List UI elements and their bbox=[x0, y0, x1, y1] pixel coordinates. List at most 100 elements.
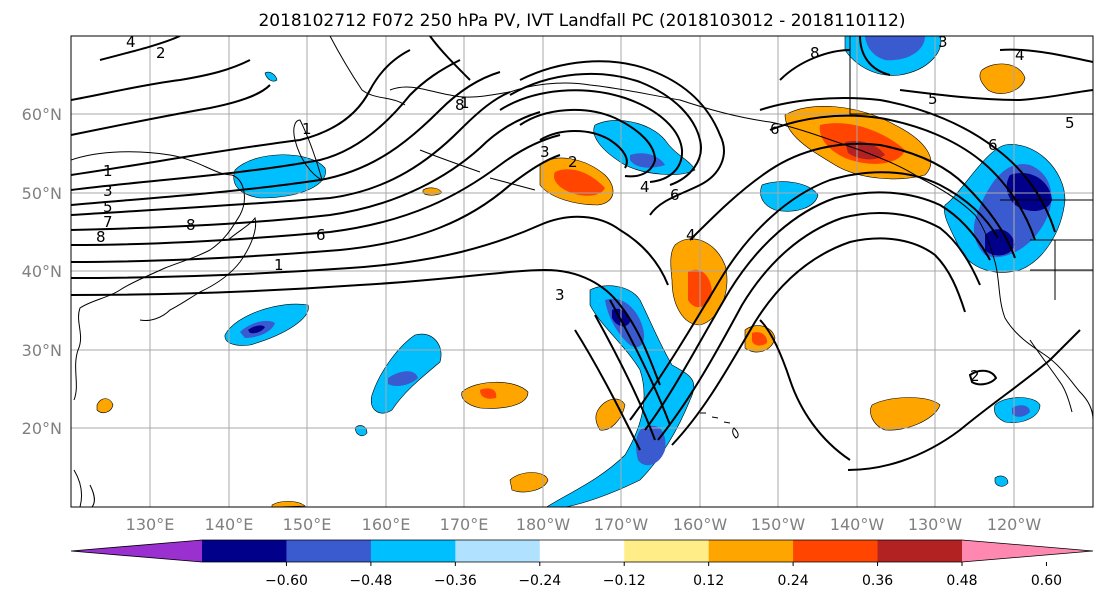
colorbar-tick-label: 0.60 bbox=[1031, 573, 1062, 589]
japan-coast bbox=[139, 216, 257, 321]
contour-label: 4 bbox=[126, 33, 136, 51]
anomaly-positive bbox=[271, 501, 306, 507]
lon-label: 180°W bbox=[516, 515, 571, 534]
anomaly-negative-strong bbox=[1012, 405, 1030, 417]
pv-contour bbox=[71, 134, 561, 246]
colorbar-extend-low bbox=[71, 540, 202, 562]
pv-contour bbox=[99, 36, 181, 61]
anomaly-positive-strong bbox=[554, 169, 605, 196]
contour-label: 3 bbox=[555, 286, 565, 304]
anomaly-negative-core bbox=[248, 325, 265, 334]
colorbar-tick-label: −0.48 bbox=[349, 573, 392, 589]
map-content: 2 4 1 3 5 7 8 6 8 1 2 3 4 6 8 5 6 4 3 1 … bbox=[71, 33, 1093, 507]
pv-contours bbox=[71, 36, 1093, 471]
lon-label: 130°W bbox=[908, 515, 963, 534]
pv-contour bbox=[968, 369, 998, 386]
contour-label: 8 bbox=[96, 228, 106, 246]
pv-contour bbox=[519, 109, 657, 178]
anomaly-negative-strong bbox=[630, 153, 665, 168]
us-states bbox=[1030, 239, 1093, 300]
pv-contour bbox=[71, 71, 501, 206]
contour-label: 3 bbox=[938, 33, 948, 51]
contour-label: 1 bbox=[302, 120, 312, 138]
pv-contour bbox=[689, 142, 1016, 259]
kamchatka-coast bbox=[293, 119, 323, 181]
colorbar-tick-labels: −0.60 −0.48 −0.36 −0.24 −0.12 0.12 0.24 0.36 0.4… bbox=[265, 562, 1062, 589]
colorbar-tick-label: 0.12 bbox=[693, 573, 724, 589]
pv-contour bbox=[71, 59, 461, 191]
pv-contour bbox=[71, 91, 511, 216]
lat-label: 40°N bbox=[22, 262, 62, 281]
colorbar-segment bbox=[370, 540, 456, 562]
lat-label: 50°N bbox=[22, 184, 62, 203]
colorbar bbox=[70, 539, 1094, 563]
lon-label: 150°W bbox=[751, 515, 806, 534]
colorbar-extend-high bbox=[962, 540, 1093, 562]
siberia-coast bbox=[329, 36, 406, 106]
anomaly-negative bbox=[264, 71, 278, 82]
contour-label: 1 bbox=[460, 94, 470, 112]
colorbar-tick-label: 0.24 bbox=[778, 573, 809, 589]
pv-contour bbox=[859, 36, 891, 76]
lat-label: 60°N bbox=[22, 105, 62, 124]
anomaly-negative bbox=[760, 181, 819, 212]
philippines bbox=[73, 469, 95, 507]
pv-contour bbox=[519, 60, 725, 216]
colorbar-tick-label: 0.36 bbox=[862, 573, 893, 589]
lon-label: 170°E bbox=[440, 515, 489, 534]
pv-contour bbox=[629, 171, 999, 421]
colorbar-segment bbox=[708, 540, 794, 562]
contour-label: 5 bbox=[1065, 114, 1075, 132]
contour-label: 2 bbox=[568, 153, 578, 171]
contour-label: 8 bbox=[186, 216, 196, 234]
contour-label: 2 bbox=[970, 367, 980, 385]
contour-label: 3 bbox=[540, 143, 550, 161]
colorbar-segment bbox=[877, 540, 963, 562]
contour-label: 6 bbox=[770, 120, 780, 138]
anomaly-positive-strong bbox=[752, 332, 768, 346]
colorbar-outline bbox=[70, 539, 1094, 563]
contour-label: 8 bbox=[455, 96, 465, 114]
lon-label: 130°E bbox=[126, 515, 175, 534]
contour-labels: 2 4 1 3 5 7 8 6 8 1 2 3 4 6 8 5 6 4 3 1 … bbox=[96, 33, 1075, 385]
lon-label: 140°E bbox=[205, 515, 254, 534]
contour-label: 5 bbox=[928, 90, 938, 108]
colorbar-tick-label: −0.36 bbox=[434, 573, 477, 589]
pv-contour bbox=[574, 299, 671, 451]
anomaly-negative-core bbox=[1006, 172, 1052, 212]
pv-contour bbox=[671, 237, 966, 446]
anomaly-negative bbox=[593, 120, 696, 175]
contour-label: 1 bbox=[103, 162, 113, 180]
colorbar-segment bbox=[793, 540, 879, 562]
contour-label: 8 bbox=[810, 44, 820, 62]
contour-label: 3 bbox=[103, 182, 113, 200]
anomaly-positive-max bbox=[845, 140, 885, 160]
lat-label: 20°N bbox=[22, 419, 62, 438]
lon-label: 160°W bbox=[673, 515, 728, 534]
lon-label: 150°E bbox=[283, 515, 332, 534]
pv-contour bbox=[847, 329, 1081, 471]
colorbar-tick-label: −0.12 bbox=[603, 573, 646, 589]
pv-contour bbox=[499, 89, 684, 183]
lon-label: 140°W bbox=[830, 515, 885, 534]
pv-contour bbox=[71, 215, 669, 286]
anomaly-positive-strong bbox=[480, 388, 497, 399]
anomaly-positive bbox=[509, 472, 549, 493]
lon-label: 120°W bbox=[987, 515, 1042, 534]
contour-label: 1 bbox=[274, 256, 284, 274]
pv-contour bbox=[999, 48, 1093, 63]
baja-coast bbox=[1029, 339, 1073, 413]
anomaly-positive bbox=[96, 398, 114, 414]
contour-label: 4 bbox=[1015, 46, 1025, 64]
figure-title: 2018102712 F072 250 hPa PV, IVT Landfall… bbox=[258, 11, 905, 31]
pv-contour bbox=[71, 111, 541, 231]
lon-label: 170°W bbox=[594, 515, 649, 534]
colorbar-segment bbox=[202, 540, 287, 562]
pv-contour bbox=[71, 154, 561, 263]
pv-contour bbox=[769, 114, 1036, 241]
pv-contour bbox=[539, 130, 628, 169]
pv-contour bbox=[71, 59, 251, 101]
contour-label: 2 bbox=[156, 44, 166, 62]
